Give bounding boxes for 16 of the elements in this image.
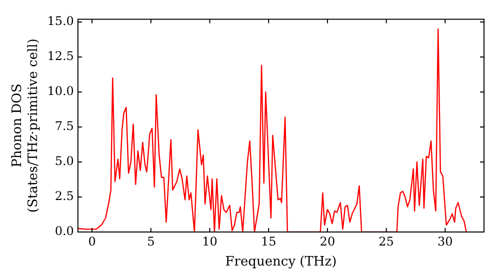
- x-tick-label: 15: [260, 234, 276, 248]
- y-tick-label: 12.5: [47, 49, 74, 64]
- y-axis-title: Phonon DOS (States/THz·primitive cell): [10, 38, 41, 213]
- x-tick-label: 30: [438, 234, 453, 248]
- x-axis-title: Frequency (THz): [225, 254, 337, 270]
- y-tick-label: 5.0: [54, 154, 74, 168]
- x-tick-label: 20: [320, 234, 336, 248]
- x-tick-label: 0: [88, 234, 96, 248]
- x-tick-label: 5: [147, 234, 155, 248]
- y-tick-label: 10.0: [47, 84, 74, 98]
- x-tick-label: 25: [378, 234, 394, 248]
- x-tick-label: 10: [202, 234, 218, 248]
- y-tick-label: 2.5: [54, 189, 74, 204]
- y-tick-label: 7.5: [54, 119, 74, 134]
- y-tick-label: 15.0: [47, 14, 74, 28]
- y-tick-label: 0.0: [54, 224, 74, 238]
